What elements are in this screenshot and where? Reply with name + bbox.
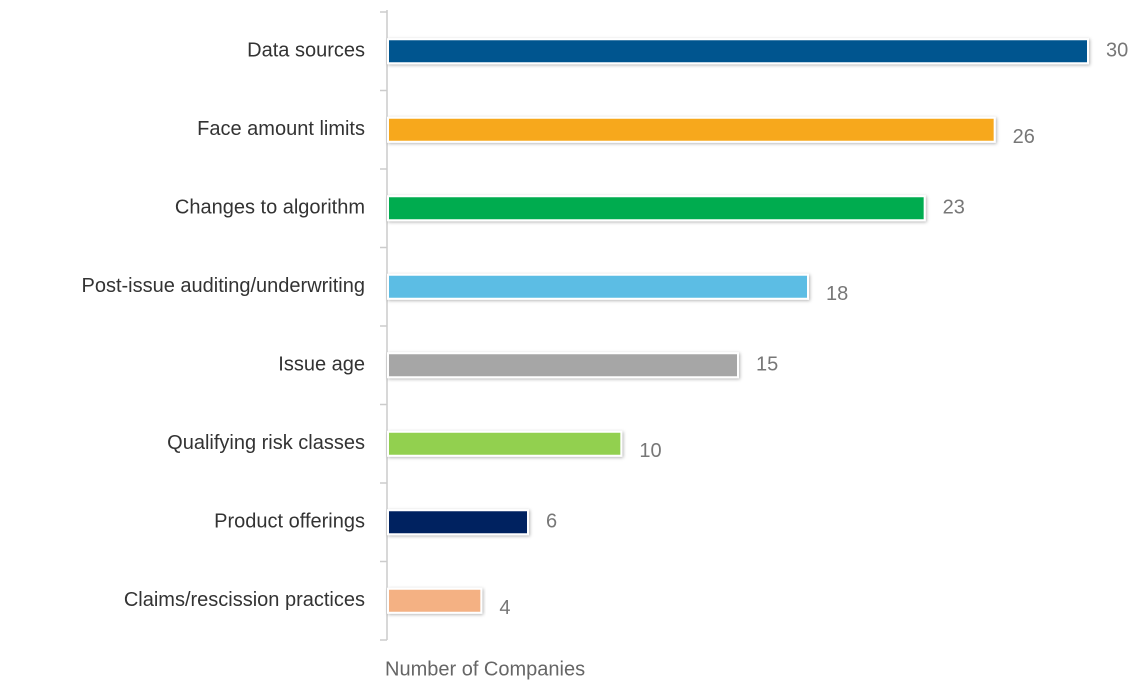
y-tick-label: Product offerings [214, 511, 365, 533]
y-tick-label: Issue age [278, 354, 365, 376]
data-label: 26 [1013, 126, 1035, 148]
bar [387, 195, 926, 222]
y-tick-label: Claims/rescission practices [124, 589, 365, 611]
y-tick-label: Post-issue auditing/underwriting [82, 275, 366, 297]
data-label: 30 [1106, 40, 1128, 62]
bar [387, 430, 623, 457]
data-label: 10 [639, 440, 661, 462]
data-label: 23 [943, 197, 965, 219]
data-label: 18 [826, 283, 848, 305]
y-tick-label: Face amount limits [197, 118, 365, 140]
y-tick-label: Data sources [247, 40, 365, 62]
data-label: 6 [546, 511, 557, 533]
y-tick-label: Qualifying risk classes [167, 432, 365, 454]
bar [387, 352, 739, 379]
data-label: 4 [499, 597, 510, 619]
x-axis-title: Number of Companies [385, 658, 585, 680]
bar [387, 587, 483, 614]
bar [387, 509, 529, 536]
bar [387, 38, 1089, 65]
y-tick-label: Changes to algorithm [175, 197, 365, 219]
bar [387, 116, 996, 143]
bar [387, 273, 809, 300]
data-label: 15 [756, 354, 778, 376]
